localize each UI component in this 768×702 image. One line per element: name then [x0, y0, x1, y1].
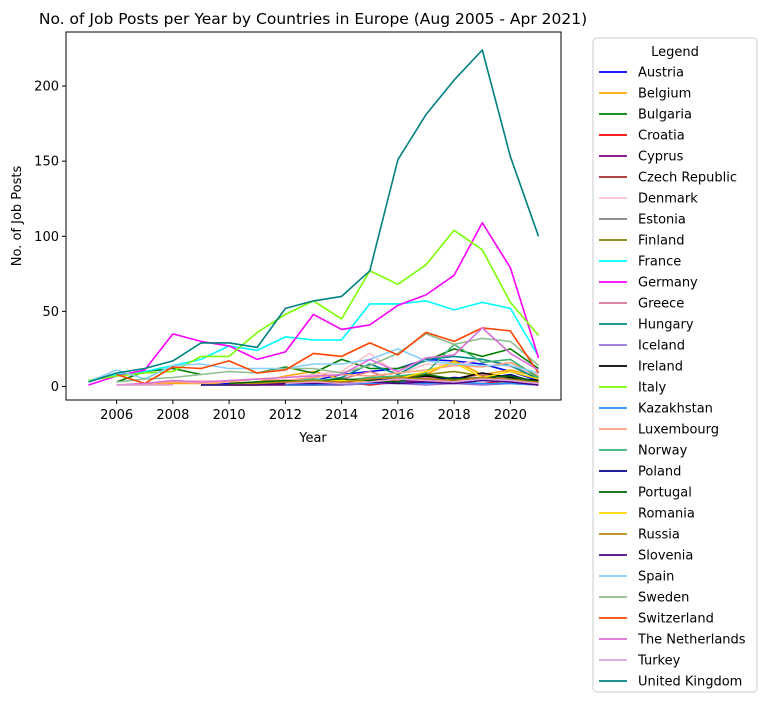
y-tick-label: 50 [42, 305, 59, 320]
legend-label-germany: Germany [638, 276, 698, 291]
legend-label-croatia: Croatia [638, 129, 685, 144]
legend-label-portugal: Portugal [638, 486, 692, 501]
legend-label-austria: Austria [638, 66, 684, 81]
legend-label-bulgaria: Bulgaria [638, 108, 692, 123]
legend-label-russia: Russia [638, 528, 680, 543]
x-tick-label: 2020 [494, 408, 527, 423]
series-line-slovenia [229, 379, 539, 386]
legend-label-estonia: Estonia [638, 213, 686, 228]
axis-ticks: 2006 2008 2010 2012 2014 2016 2018 2020 0 50 100 15… [34, 80, 527, 423]
legend-label-norway: Norway [638, 444, 688, 459]
y-tick-label: 0 [51, 380, 59, 395]
series-line-bulgaria [116, 348, 539, 383]
legend-label-switzerland: Switzerland [638, 612, 714, 627]
legend-title: Legend [651, 45, 699, 60]
x-tick-label: 2012 [269, 408, 302, 423]
x-tick-label: 2006 [100, 408, 133, 423]
legend-label-italy: Italy [638, 381, 667, 396]
legend-label-ireland: Ireland [638, 360, 683, 375]
legend-label-poland: Poland [638, 465, 681, 480]
legend-label-france: France [638, 255, 681, 270]
legend-label-spain: Spain [638, 570, 674, 585]
legend-label-slovenia: Slovenia [638, 549, 693, 564]
x-axis-label: Year [298, 431, 327, 446]
chart-title: No. of Job Posts per Year by Countries i… [39, 10, 587, 28]
legend-label-denmark: Denmark [638, 192, 698, 207]
y-tick-label: 100 [34, 230, 59, 245]
series-line-france [88, 300, 540, 382]
legend-label-finland: Finland [638, 234, 684, 249]
series-line-the-netherlands [116, 327, 539, 386]
legend: Legend Austria Belgium Bulgaria Croatia Cypr… [592, 37, 758, 693]
plot-area-frame [65, 31, 562, 401]
x-tick-label: 2008 [156, 408, 189, 423]
legend-frame [592, 37, 758, 693]
legend-label-turkey: Turkey [637, 654, 681, 669]
series-line-united-kingdom [88, 49, 540, 383]
x-tick-label: 2016 [381, 408, 414, 423]
series-lines [88, 49, 540, 386]
series-line-spain [88, 348, 539, 383]
series-line-switzerland [116, 327, 540, 385]
legend-label-belgium: Belgium [638, 87, 691, 102]
legend-label-the-netherlands: The Netherlands [637, 633, 746, 648]
y-tick-label: 200 [34, 80, 59, 95]
series-line-russia [229, 376, 539, 386]
legend-label-kazakhstan: Kazakhstan [638, 402, 713, 417]
legend-label-romania: Romania [638, 507, 695, 522]
x-tick-label: 2018 [438, 408, 471, 423]
legend-label-iceland: Iceland [638, 339, 685, 354]
legend-label-sweden: Sweden [638, 591, 689, 606]
legend-label-czech-republic: Czech Republic [638, 171, 737, 186]
legend-label-hungary: Hungary [638, 318, 694, 333]
y-tick-label: 150 [34, 155, 59, 170]
legend-label-luxembourg: Luxembourg [638, 423, 719, 438]
x-tick-label: 2010 [213, 408, 246, 423]
series-line-germany [88, 222, 540, 386]
y-axis-label: No. of Job Posts [10, 166, 25, 267]
legend-label-united-kingdom: United Kingdom [638, 675, 742, 690]
legend-label-greece: Greece [638, 297, 684, 312]
legend-label-cyprus: Cyprus [638, 150, 684, 165]
x-tick-label: 2014 [325, 408, 358, 423]
series-line-turkey [116, 378, 539, 386]
